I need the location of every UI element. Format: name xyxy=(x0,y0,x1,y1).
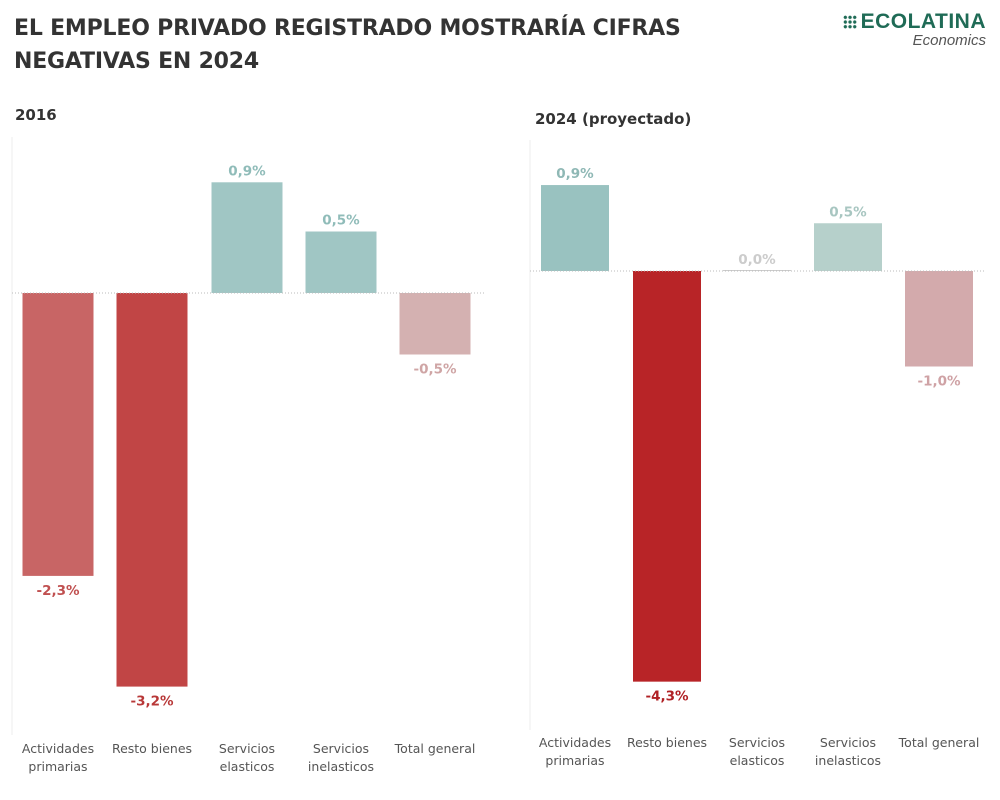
bar xyxy=(211,182,283,293)
category-label: Resto bienes xyxy=(627,735,707,750)
data-label: 0,0% xyxy=(738,252,776,268)
data-label: -2,3% xyxy=(36,583,80,599)
chart-title-2016: 2016 xyxy=(15,106,57,124)
bar xyxy=(305,231,377,293)
category-label: Servicios xyxy=(729,735,785,750)
logo-sub: Economics xyxy=(912,32,986,49)
bar xyxy=(399,293,471,355)
category-label: Total general xyxy=(898,735,980,750)
bar xyxy=(22,293,94,576)
data-label: -1,0% xyxy=(917,374,961,390)
data-label: -3,2% xyxy=(130,694,174,710)
bar xyxy=(541,185,609,271)
category-label: Servicios xyxy=(313,741,369,756)
logo: ECOLATINA Economics xyxy=(842,10,986,49)
category-label: elasticos xyxy=(220,759,275,774)
data-label: 0,5% xyxy=(829,204,867,220)
category-label: primarias xyxy=(545,753,604,768)
category-label: Servicios xyxy=(820,735,876,750)
category-label: primarias xyxy=(28,759,87,774)
data-label: -0,5% xyxy=(413,362,457,378)
bar xyxy=(116,293,188,687)
data-label: 0,9% xyxy=(556,166,594,182)
logo-brand: ECOLATINA xyxy=(860,10,986,33)
bar xyxy=(633,271,701,682)
category-label: elasticos xyxy=(730,753,785,768)
category-label: Servicios xyxy=(219,741,275,756)
page-title: EL EMPLEO PRIVADO REGISTRADO MOSTRARÍA C… xyxy=(14,16,681,74)
category-label: Actividades xyxy=(539,735,611,750)
bar xyxy=(814,223,882,271)
category-label: Resto bienes xyxy=(112,741,192,756)
category-label: Total general xyxy=(394,741,476,756)
bar xyxy=(905,271,973,367)
grid-logo-icon xyxy=(842,15,857,29)
category-label: inelasticos xyxy=(308,759,374,774)
data-label: 0,5% xyxy=(322,213,360,229)
chart-title-2024: 2024 (proyectado) xyxy=(535,110,692,128)
data-label: -4,3% xyxy=(645,689,689,705)
category-label: inelasticos xyxy=(815,753,881,768)
bar xyxy=(723,270,791,271)
data-label: 0,9% xyxy=(228,163,266,179)
category-label: Actividades xyxy=(22,741,94,756)
